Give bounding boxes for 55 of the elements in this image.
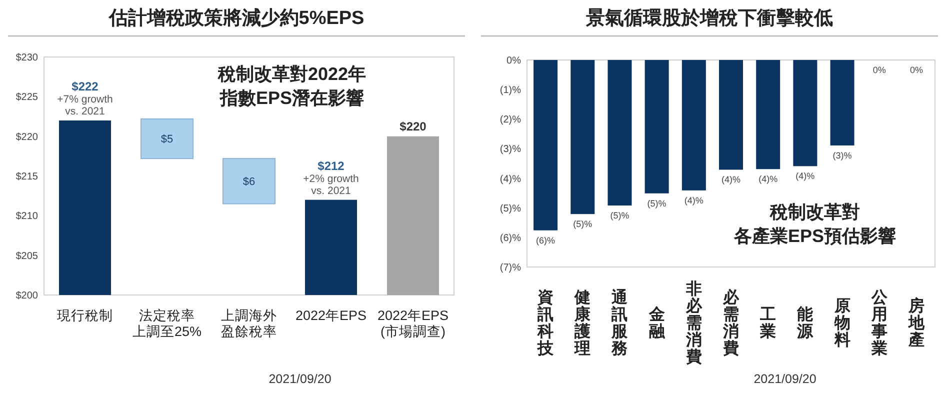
- y-tick-label: $200: [16, 290, 38, 302]
- y-tick-label: (1)%: [500, 85, 522, 96]
- x-tick-label: 現行稅制: [57, 308, 113, 323]
- annotation: 稅制改革對2022年: [216, 64, 366, 84]
- x-tick-label: 工業: [759, 306, 776, 340]
- y-tick-label: (5)%: [500, 203, 522, 214]
- y-tick-label: $220: [16, 132, 38, 143]
- y-tick-label: $205: [16, 250, 38, 262]
- y-tick-label: (4)%: [500, 174, 522, 185]
- y-tick-label: (6)%: [500, 232, 522, 244]
- data-label: (4)%: [796, 171, 815, 182]
- data-label: 0%: [910, 65, 923, 75]
- x-tick-label: 能源: [796, 306, 814, 340]
- x-tick-label: 非必需消費: [684, 280, 703, 366]
- chart-title: 景氣循環股於增稅下衝擊較低: [585, 7, 833, 29]
- y-tick-label: $225: [16, 92, 38, 104]
- annotation: 各產業EPS預估影響: [732, 226, 896, 246]
- x-tick-label: 2022年EPS: [295, 308, 367, 323]
- y-tick-label: (3)%: [500, 144, 522, 156]
- x-tick-label: 上調海外盈餘稅率: [221, 308, 277, 339]
- x-tick-label: 法定稅率上調至25%: [132, 308, 202, 339]
- text: 2021/09/20: [754, 372, 816, 386]
- x-tick-label: 房地產: [907, 296, 926, 349]
- chart-title: 估計增稅政策將減少約5%EPS: [108, 7, 364, 29]
- x-tick-label: 資訊科技: [536, 288, 555, 358]
- y-tick-label: 0%: [506, 56, 522, 66]
- data-label: $6: [242, 176, 256, 188]
- y-tick-label: (7)%: [500, 262, 522, 274]
- data-label: $5: [160, 134, 174, 146]
- annotation: 指數EPS潛在影響: [218, 88, 364, 108]
- x-tick-label: 原物料: [833, 298, 850, 349]
- x-tick-label: 金融: [648, 306, 666, 340]
- data-label: $212 +2% growth vs. 2021: [303, 158, 360, 197]
- data-label: $220: [400, 119, 427, 134]
- annotation: 稅制改革對: [769, 202, 860, 222]
- x-tick-label: 健康護理: [574, 288, 592, 358]
- x-tick-label: 公用事業: [870, 288, 888, 358]
- data-label: (4)%: [684, 195, 704, 206]
- data-label: (3)%: [832, 150, 852, 160]
- data-label: (6)%: [536, 235, 556, 246]
- text: 2021/09/20: [268, 372, 332, 386]
- x-tick-label: 必需消費: [722, 288, 740, 358]
- x-tick-label: 2022年EPS (市場調查): [377, 308, 449, 339]
- data-label: (4)%: [758, 174, 778, 184]
- data-label: (4)%: [721, 174, 741, 185]
- data-label: $222 +7% growth vs. 2021: [57, 79, 114, 118]
- y-tick-label: $210: [16, 211, 38, 222]
- data-label: (5)%: [610, 210, 630, 220]
- data-label: (5)%: [647, 198, 666, 208]
- data-label: (5)%: [573, 219, 592, 230]
- x-tick-label: 通訊服務: [610, 288, 629, 358]
- y-tick-label: (2)%: [500, 114, 522, 126]
- data-label: 0%: [872, 65, 886, 75]
- y-tick-label: $215: [16, 172, 38, 182]
- y-tick-label: $230: [16, 52, 38, 64]
